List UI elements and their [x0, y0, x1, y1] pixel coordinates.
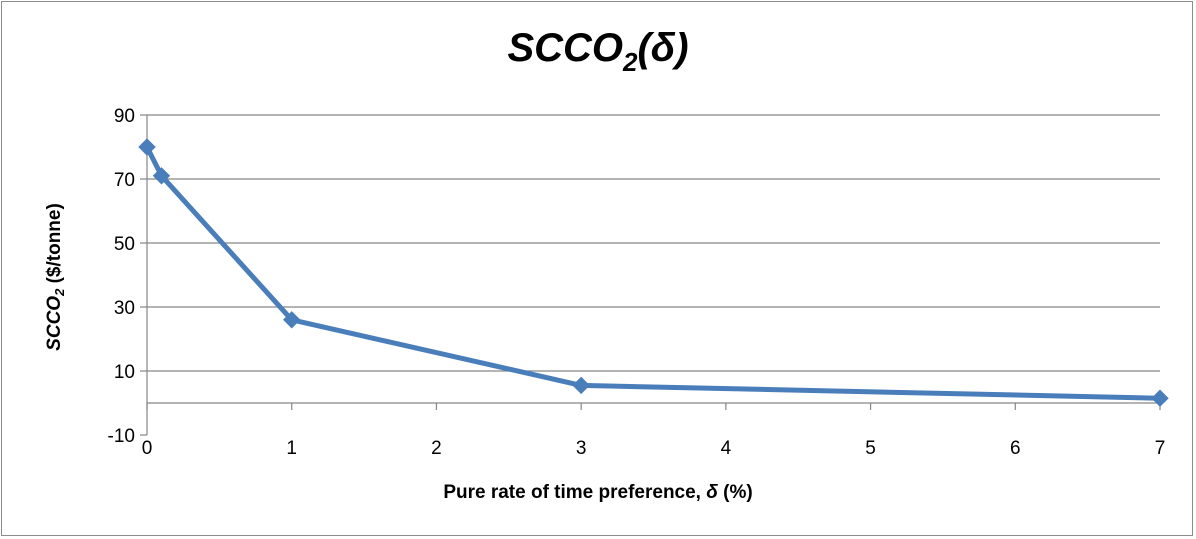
- chart-title-suffix: (δ): [637, 26, 689, 70]
- data-point-marker: [152, 167, 171, 185]
- x-tick-label: 5: [865, 438, 876, 459]
- chart-title: SCCO2(δ): [507, 26, 689, 77]
- x-axis-title-symbol: δ: [706, 482, 718, 503]
- x-tick-label: 7: [1155, 438, 1166, 459]
- data-point-marker: [283, 311, 301, 329]
- y-tick-labels: -10 10 30 50 70 90: [108, 106, 135, 447]
- data-point-marker: [1151, 389, 1169, 407]
- x-tick-label: 1: [286, 438, 297, 459]
- y-axis-title-unit: ($/tonne): [44, 203, 65, 289]
- gridlines: [146, 114, 1160, 435]
- x-tick-label: 3: [576, 438, 587, 459]
- x-tick-label: 6: [1010, 438, 1021, 459]
- x-axis-title: Pure rate of time preference, δ (%): [443, 482, 753, 503]
- data-point-marker: [572, 376, 590, 395]
- y-tick-label: -10: [108, 426, 135, 447]
- ticks: [140, 114, 1161, 436]
- series-layer: [138, 138, 1169, 407]
- y-tick-label: 10: [114, 362, 135, 383]
- y-axis-title: SCCO2 ($/tonne): [44, 203, 67, 351]
- y-tick-label: 70: [114, 170, 135, 191]
- y-tick-label: 30: [114, 298, 135, 319]
- y-axis-title-subscript: 2: [52, 288, 67, 296]
- series-line: [144, 144, 1163, 401]
- x-tick-label: 0: [142, 438, 153, 459]
- data-point-marker: [138, 138, 156, 156]
- y-tick-label: 90: [114, 106, 135, 127]
- x-tick-labels: 0 1 2 3 4 5 6 7: [142, 438, 1166, 459]
- chart-title-subscript: 2: [623, 47, 638, 77]
- y-tick-label: 50: [114, 234, 135, 255]
- x-tick-label: 2: [431, 438, 442, 459]
- x-tick-label: 4: [721, 438, 732, 459]
- x-axis-title-unit: (%): [717, 482, 753, 503]
